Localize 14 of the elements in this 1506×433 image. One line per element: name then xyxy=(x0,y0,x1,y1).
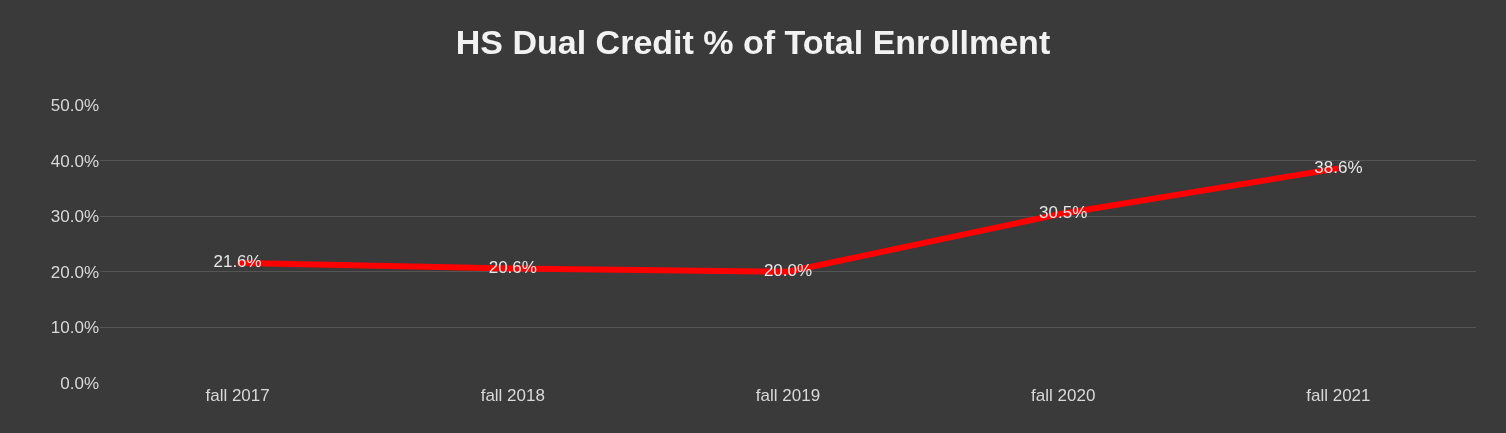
x-tick-label: fall 2019 xyxy=(755,386,821,405)
x-tick-label: fall 2021 xyxy=(1306,386,1371,405)
y-tick-label: 40.0% xyxy=(50,151,99,171)
data-label: 21.6% xyxy=(213,252,262,272)
y-tick-label: 30.0% xyxy=(50,207,99,227)
x-tick-label: fall 2018 xyxy=(480,386,545,405)
y-tick-label: 0.0% xyxy=(60,373,99,393)
y-tick-label: 20.0% xyxy=(50,262,99,282)
x-tick-label: fall 2020 xyxy=(1031,386,1096,405)
chart-title: HS Dual Credit % of Total Enrollment xyxy=(455,23,1051,62)
y-tick-label: 10.0% xyxy=(50,318,99,338)
y-tick-label: 50.0% xyxy=(50,95,99,115)
x-tick-label: fall 2017 xyxy=(205,386,270,405)
data-label: 38.6% xyxy=(1314,157,1363,177)
